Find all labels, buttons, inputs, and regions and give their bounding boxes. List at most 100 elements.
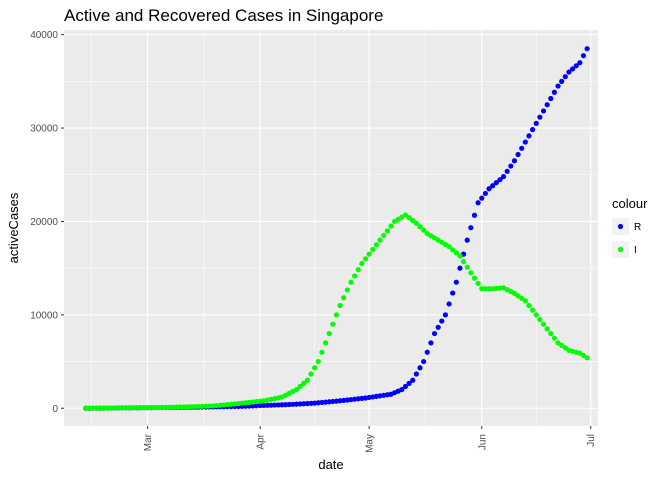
point-R (442, 312, 449, 318)
point-I (479, 286, 485, 292)
point-I (341, 295, 347, 301)
point-I (333, 312, 340, 318)
point-I (188, 404, 194, 410)
point-R (508, 163, 514, 169)
point-R (471, 212, 478, 218)
point-I (104, 405, 111, 411)
point-R (439, 318, 445, 324)
point-I (301, 380, 307, 386)
point-R (417, 365, 423, 371)
point-I (112, 405, 118, 411)
point-I (319, 349, 325, 355)
point-I (174, 404, 180, 410)
point-R (279, 402, 285, 408)
point-R (261, 402, 267, 409)
point-I (94, 405, 100, 411)
point-I (450, 247, 456, 253)
point-R (428, 340, 434, 346)
point-R (537, 114, 543, 120)
point-I (123, 405, 129, 411)
point-R (504, 168, 510, 174)
grid-minor (64, 30, 598, 426)
point-I (326, 330, 332, 337)
point-I (148, 404, 154, 411)
point-I (417, 224, 423, 230)
point-R (282, 402, 289, 408)
point-I (511, 290, 518, 296)
point-I (297, 383, 303, 390)
y-axis-title: activeCases (6, 192, 21, 263)
point-I (457, 253, 463, 259)
point-I (362, 256, 369, 262)
point-I (192, 403, 198, 410)
point-R (424, 349, 430, 355)
point-I (184, 404, 191, 410)
point-I (366, 251, 372, 257)
point-I (410, 217, 416, 224)
data-points (83, 46, 590, 411)
point-I (373, 242, 380, 248)
point-I (555, 340, 561, 346)
y-tick-label: 30000 (30, 124, 58, 135)
point-I (97, 405, 103, 411)
legend-key-R (617, 223, 624, 230)
point-I (388, 223, 394, 229)
point-I (163, 404, 169, 410)
point-R (457, 265, 463, 271)
point-I (199, 403, 205, 409)
y-axis: 0 10000 20000 30000 40000 (30, 30, 64, 415)
point-R (530, 127, 536, 133)
point-R (275, 402, 281, 408)
point-R (569, 66, 576, 72)
point-R (464, 237, 470, 243)
point-I (355, 267, 361, 273)
point-R (246, 403, 252, 409)
point-I (460, 259, 467, 265)
point-R (526, 133, 532, 139)
point-R (515, 151, 521, 158)
point-I (370, 246, 376, 253)
legend-label-I: I (634, 245, 637, 256)
point-I (537, 316, 543, 323)
legend-key-I (617, 246, 624, 253)
point-I (584, 355, 590, 361)
point-I (519, 295, 525, 301)
point-I (344, 287, 350, 293)
point-I (559, 342, 565, 348)
point-R (511, 158, 518, 164)
point-R (253, 403, 260, 409)
y-tick-label: 0 (52, 404, 58, 415)
point-I (304, 377, 310, 383)
point-R (406, 380, 412, 386)
point-I (115, 405, 122, 411)
point-I (144, 404, 151, 411)
point-R (450, 290, 456, 296)
point-I (315, 358, 321, 365)
point-I (540, 321, 547, 327)
point-R (413, 371, 419, 377)
y-tick-label: 40000 (30, 30, 58, 41)
x-tick-label: Jun (477, 434, 488, 450)
point-I (446, 244, 452, 250)
point-I (413, 220, 419, 226)
point-I (562, 345, 568, 351)
point-I (522, 298, 528, 304)
point-R (559, 78, 565, 84)
point-I (177, 404, 183, 410)
point-R (402, 383, 409, 390)
legend: colour R I (612, 196, 648, 258)
point-R (562, 74, 568, 80)
point-I (544, 326, 550, 332)
point-I (312, 365, 318, 371)
point-I (464, 264, 470, 270)
point-I (548, 330, 554, 337)
point-I (166, 404, 172, 410)
point-I (384, 228, 390, 234)
point-I (421, 227, 427, 233)
point-R (468, 225, 474, 231)
point-I (170, 404, 176, 410)
point-R (250, 403, 256, 409)
point-I (551, 335, 558, 341)
point-R (482, 190, 488, 197)
point-I (468, 270, 474, 276)
